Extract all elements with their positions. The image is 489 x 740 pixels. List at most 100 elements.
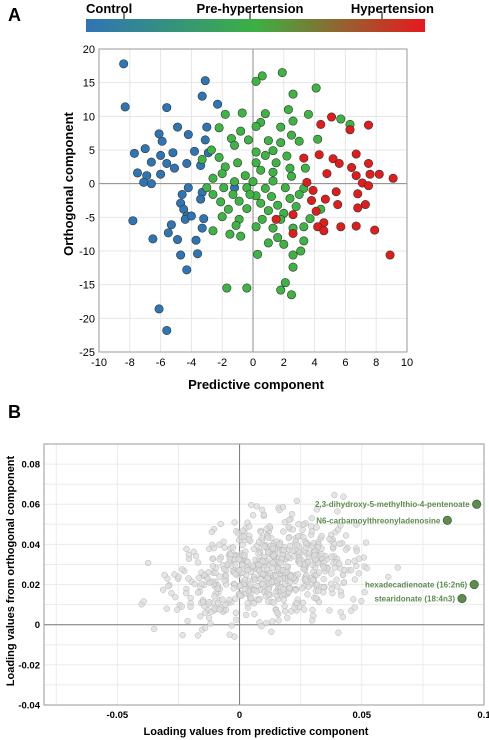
y-tick-label: 0 [89, 179, 95, 191]
point-pre-hypertension [266, 191, 276, 201]
point-pre-hypertension [268, 146, 278, 156]
point-pre-hypertension [243, 135, 253, 145]
point-pre-hypertension [234, 196, 244, 206]
loading-point [340, 493, 347, 500]
loading-point [216, 573, 223, 580]
loading-point [239, 562, 246, 569]
highlighted-metabolite-point [469, 579, 479, 590]
panel-a-letter: A [8, 5, 21, 25]
point-hypertension [320, 194, 330, 204]
point-pre-hypertension [288, 250, 298, 260]
loading-point [333, 576, 340, 583]
point-hypertension [319, 226, 329, 236]
point-hypertension [370, 225, 380, 235]
loading-point [242, 586, 249, 593]
loading-point [214, 585, 221, 592]
loading-point [299, 526, 306, 533]
point-pre-hypertension [336, 114, 346, 124]
loading-point [308, 543, 316, 550]
loading-point [358, 598, 365, 605]
loading-point [194, 632, 202, 639]
loading-point [184, 617, 191, 625]
loading-point [248, 501, 255, 509]
point-pre-hypertension [208, 189, 218, 199]
loading-point [247, 594, 255, 602]
loading-point [270, 552, 277, 559]
loading-point [209, 555, 217, 562]
loading-point [309, 617, 316, 624]
loading-point [150, 625, 158, 633]
loading-point [336, 540, 343, 547]
loading-point [209, 563, 216, 570]
loading-point [253, 588, 260, 595]
loading-point [286, 516, 293, 524]
loading-point [241, 576, 249, 583]
point-control [197, 223, 207, 233]
loading-point [239, 527, 247, 534]
point-pre-hypertension [263, 136, 273, 146]
point-control [157, 136, 167, 146]
loading-point [260, 511, 268, 518]
point-hypertension [353, 189, 363, 199]
point-pre-hypertension [208, 173, 218, 183]
loading-point [183, 545, 190, 553]
point-hypertension [288, 228, 298, 238]
loading-point [273, 609, 281, 616]
point-hypertension [316, 119, 326, 129]
loading-point [263, 525, 270, 533]
loading-point [244, 558, 251, 565]
point-control [146, 157, 156, 167]
point-hypertension [353, 203, 363, 213]
point-pre-hypertension [251, 147, 261, 157]
point-hypertension [334, 158, 344, 168]
x-tick-label: -8 [125, 357, 135, 369]
point-pre-hypertension [303, 109, 313, 119]
colorbar-legend: Control Pre-hypertension Hypertension [86, 1, 434, 32]
point-control [156, 150, 166, 160]
loading-point [237, 582, 244, 589]
point-control [173, 235, 183, 245]
point-pre-hypertension [197, 154, 207, 164]
y-tick-label: 0 [35, 620, 40, 631]
loading-point [268, 628, 275, 635]
point-pre-hypertension [228, 189, 238, 199]
loading-point [250, 600, 258, 607]
y-tick-label: 0.02 [22, 580, 41, 591]
loading-point [342, 546, 350, 553]
loading-point [251, 610, 258, 618]
loading-point [312, 595, 320, 602]
point-pre-hypertension [217, 169, 227, 179]
point-control [213, 99, 223, 109]
score-plot-points [119, 59, 398, 335]
loading-point [313, 524, 320, 531]
score-plot-x-label: Predictive component [188, 377, 324, 392]
loading-plot-highlighted-points: 2,3-dihydroxy-5-methylthio-4-pentenoate N… [315, 499, 482, 604]
loading-point [300, 534, 307, 541]
point-hypertension [363, 181, 373, 191]
loading-point [159, 586, 167, 593]
loading-point [318, 550, 325, 558]
loading-point [210, 545, 217, 552]
loading-point [344, 558, 352, 566]
loading-point [192, 552, 200, 560]
loading-point [199, 598, 207, 606]
loading-point [286, 542, 294, 550]
loading-point [201, 624, 209, 632]
loading-point [263, 619, 270, 627]
point-pre-hypertension [256, 165, 266, 175]
point-hypertension [331, 187, 341, 197]
loading-point [292, 587, 299, 594]
y-tick-label: 0.06 [22, 500, 41, 511]
loading-plot-x-ticks: -0.05 0 0.05 0.1 [107, 710, 489, 721]
loading-point [264, 548, 272, 556]
point-control [162, 158, 172, 168]
loading-point [337, 609, 344, 616]
point-pre-hypertension [294, 189, 304, 199]
point-pre-hypertension [283, 105, 293, 115]
x-tick-label: -0.05 [107, 710, 129, 721]
loading-point [217, 520, 224, 528]
point-hypertension [307, 196, 317, 206]
loading-point [280, 547, 287, 554]
point-pre-hypertension [286, 290, 296, 300]
x-tick-label: -10 [91, 357, 107, 369]
